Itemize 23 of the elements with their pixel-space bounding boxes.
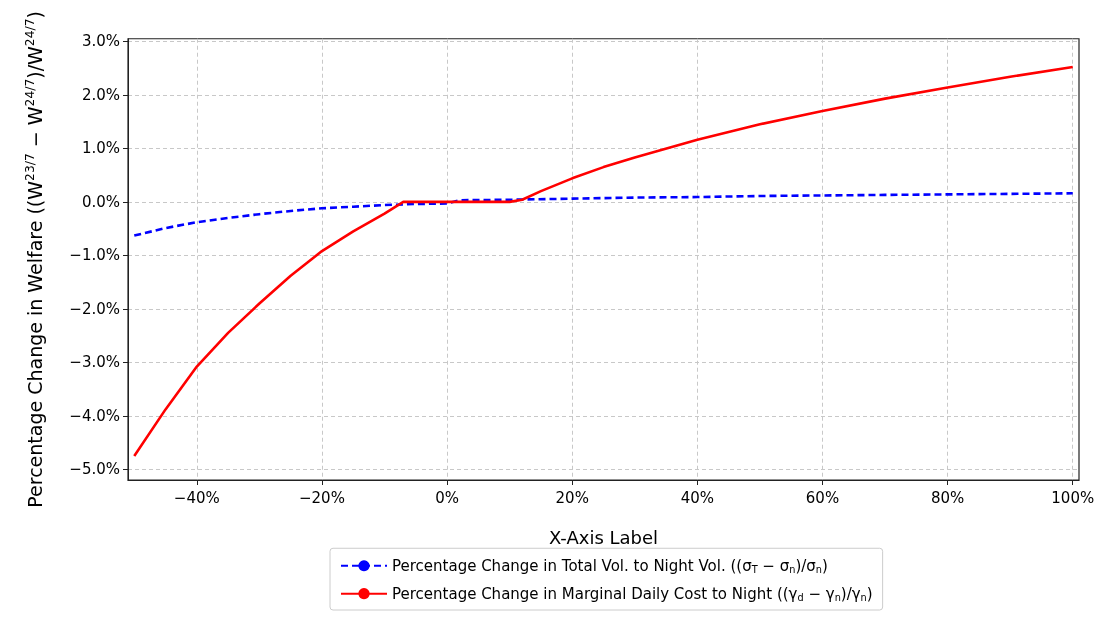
y-axis-title: Percentage Change in Welfare ((W23/7 − W24/7)/W24/7)	[22, 11, 46, 508]
x-tick-label: −40%	[173, 488, 220, 507]
y-tick-label: 1.0%	[81, 139, 120, 158]
y-tick-label: 2.0%	[81, 85, 120, 104]
x-tick-label: 40%	[680, 488, 715, 507]
y-tick-label: −1.0%	[69, 246, 120, 265]
x-tick-label: −20%	[298, 488, 345, 507]
y-tick-label: −4.0%	[69, 406, 120, 425]
x-tick-label: 100%	[1051, 488, 1095, 507]
x-tick-label: 60%	[805, 488, 840, 507]
y-tick-label: 3.0%	[81, 32, 120, 51]
x-tick-label: 0%	[435, 488, 459, 507]
line-series	[132, 192, 1075, 237]
legend-label: Percentage Change in Marginal Daily Cost to Night ((γd − γn)/γn)	[392, 584, 873, 603]
y-tick-label: −3.0%	[69, 353, 120, 372]
line-series	[132, 65, 1075, 458]
y-tick-label: −5.0%	[69, 460, 120, 479]
x-axis-title: X-Axis Label	[548, 526, 659, 548]
y-tick-label: −2.0%	[69, 299, 120, 318]
x-tick-label: 80%	[930, 488, 965, 507]
legend-label: Percentage Change in Total Vol. to Night Vol. ((σT − σn)/σn)	[392, 556, 828, 575]
x-tick-label: 20%	[555, 488, 589, 507]
y-tick-label: 0.0%	[81, 192, 120, 211]
